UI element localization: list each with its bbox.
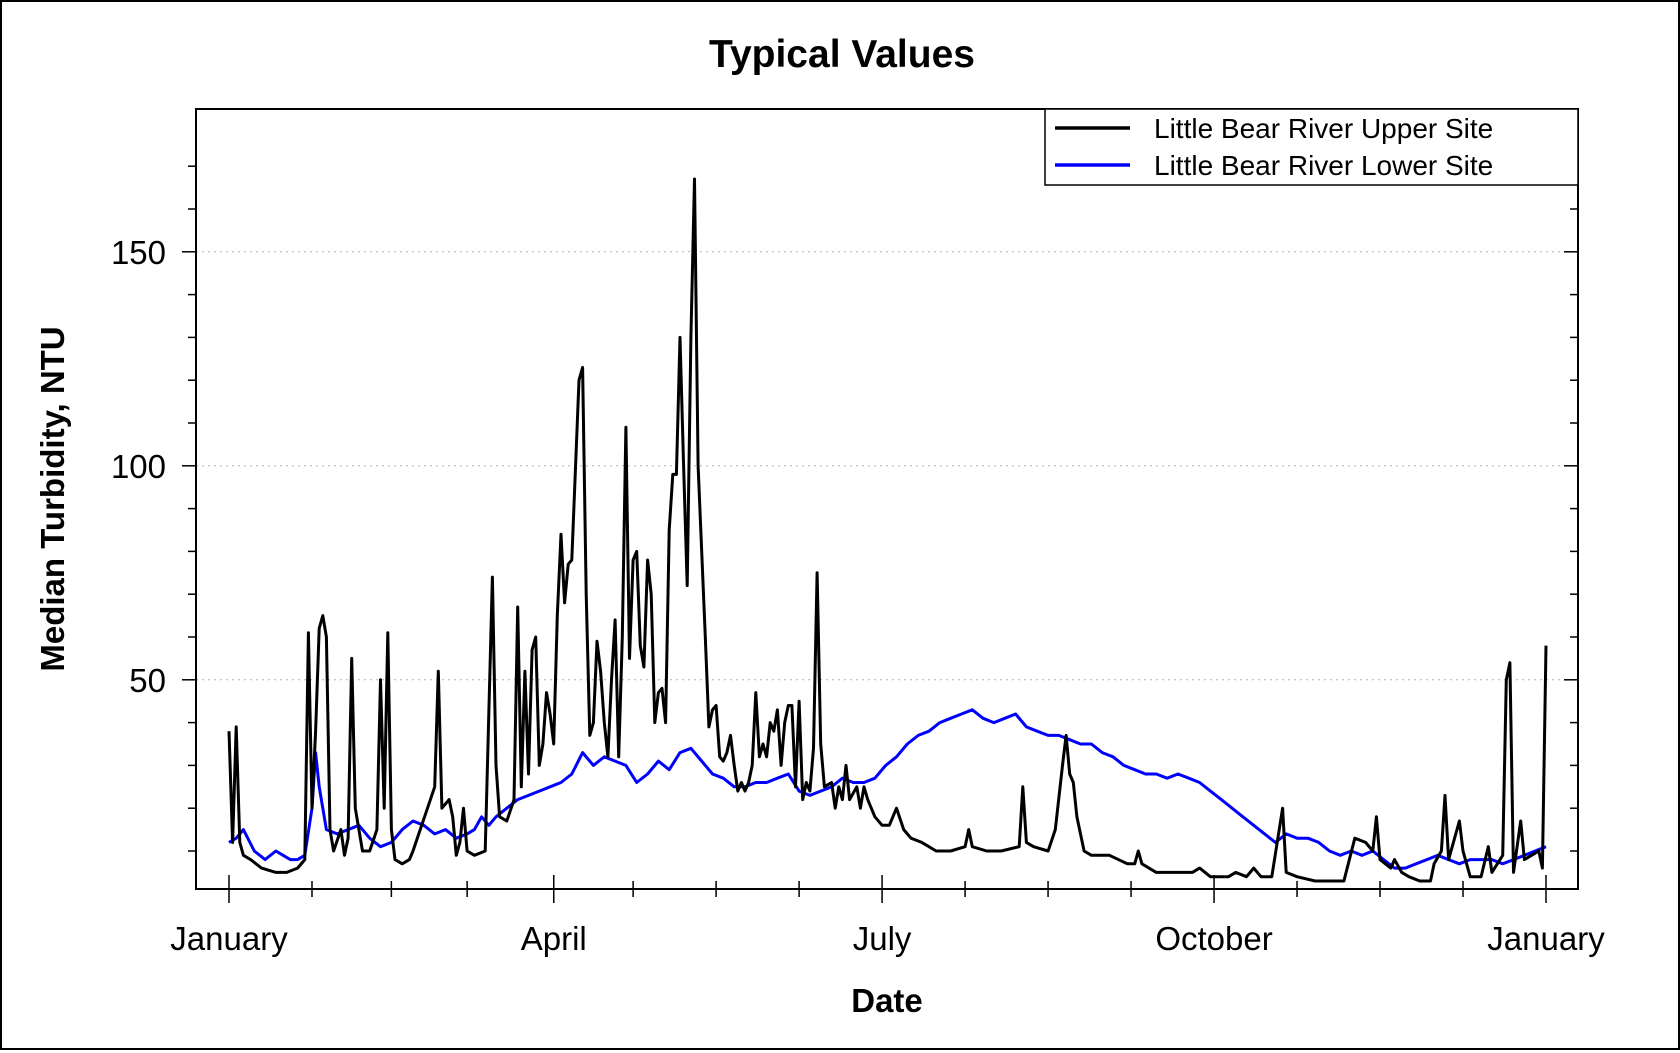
series-line-upper-site bbox=[227, 177, 1548, 883]
x-tick-label-1: April bbox=[521, 920, 587, 957]
legend-label-upper-site: Little Bear River Upper Site bbox=[1154, 113, 1493, 144]
x-axis-label: Date bbox=[851, 982, 923, 1019]
series-lines bbox=[227, 177, 1548, 883]
y-axis-label: Median Turbidity, NTU bbox=[34, 326, 71, 671]
x-tick-label-2: July bbox=[853, 920, 912, 957]
y-tick-label-100: 100 bbox=[111, 448, 166, 485]
x-axis: January April July October January bbox=[170, 875, 1605, 957]
legend: Little Bear River Upper Site Little Bear… bbox=[1044, 108, 1579, 186]
gridlines bbox=[196, 251, 1578, 681]
chart-title: Typical Values bbox=[709, 33, 975, 76]
x-tick-label-3: October bbox=[1155, 920, 1272, 957]
y-tick-label-150: 150 bbox=[111, 234, 166, 271]
y-axis: 50 100 150 bbox=[111, 165, 1578, 852]
plot-frame bbox=[195, 108, 1579, 890]
series-line-lower-site bbox=[228, 708, 1547, 870]
x-tick-label-4: January bbox=[1487, 920, 1605, 957]
x-tick-label-0: January bbox=[170, 920, 288, 957]
legend-box bbox=[1044, 108, 1579, 186]
y-tick-label-50: 50 bbox=[129, 662, 166, 699]
legend-label-lower-site: Little Bear River Lower Site bbox=[1154, 150, 1493, 181]
